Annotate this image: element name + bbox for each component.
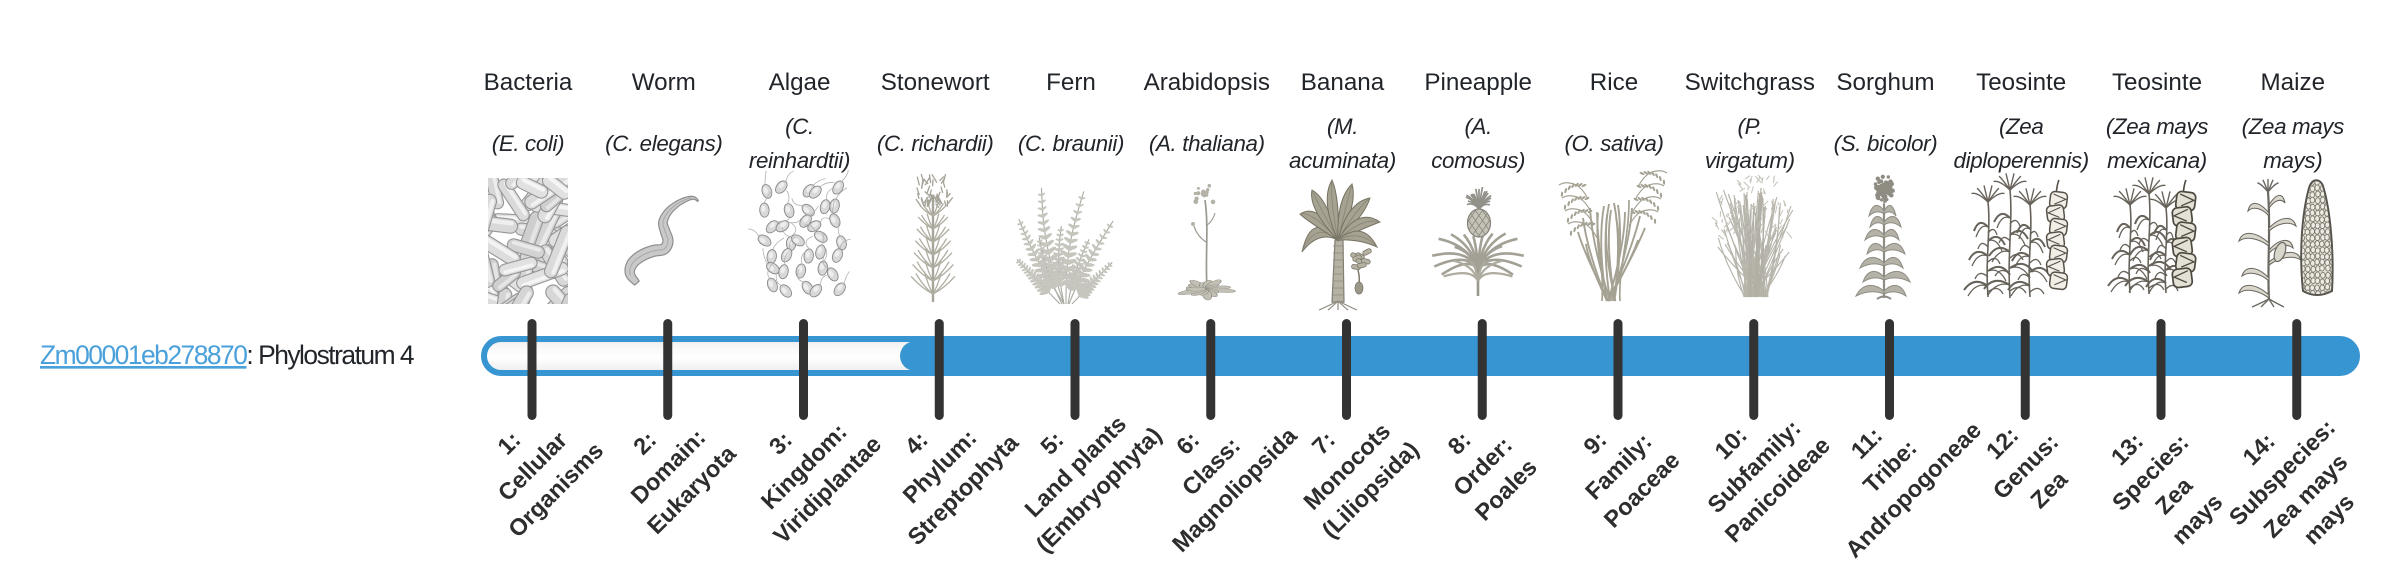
svg-text:(A. thaliana): (A. thaliana) <box>1149 131 1265 156</box>
svg-text:Rice: Rice <box>1590 69 1638 96</box>
svg-text:virgatum): virgatum) <box>1705 148 1795 173</box>
svg-text:(A.: (A. <box>1464 114 1491 139</box>
svg-text:Switchgrass: Switchgrass <box>1685 69 1815 96</box>
svg-text:(E. coli): (E. coli) <box>492 131 565 156</box>
svg-text:(P.: (P. <box>1737 114 1762 139</box>
svg-text:Teosinte: Teosinte <box>2112 69 2202 96</box>
svg-text:(O. sativa): (O. sativa) <box>1564 131 1663 156</box>
svg-text:Stonewort: Stonewort <box>881 69 990 96</box>
svg-text:(Zea mays: (Zea mays <box>2106 114 2208 139</box>
svg-text:(C. richardii): (C. richardii) <box>877 131 994 156</box>
svg-text:Worm: Worm <box>632 69 696 96</box>
svg-text:Maize: Maize <box>2261 69 2326 96</box>
svg-text:diploperennis): diploperennis) <box>1954 148 2089 173</box>
svg-text:(C. braunii): (C. braunii) <box>1018 131 1124 156</box>
svg-text:(M.: (M. <box>1327 114 1358 139</box>
svg-text:Bacteria: Bacteria <box>484 69 573 96</box>
svg-text:(C.: (C. <box>785 114 814 139</box>
svg-text:comosus): comosus) <box>1431 148 1525 173</box>
svg-text:reinhardtii): reinhardtii) <box>749 148 850 173</box>
svg-text:acuminata): acuminata) <box>1289 148 1396 173</box>
svg-text:Teosinte: Teosinte <box>1976 69 2066 96</box>
svg-text:(C. elegans): (C. elegans) <box>605 131 722 156</box>
svg-text:Algae: Algae <box>769 69 831 96</box>
svg-text:Zm00001eb278870: Phylostratum: Zm00001eb278870: Phylostratum 4 <box>40 340 414 370</box>
svg-text:Arabidopsis: Arabidopsis <box>1144 69 1270 96</box>
svg-text:(Zea: (Zea <box>1999 114 2044 139</box>
svg-text:(Zea mays: (Zea mays <box>2242 114 2344 139</box>
svg-text:Fern: Fern <box>1046 69 1096 96</box>
svg-text:(S. bicolor): (S. bicolor) <box>1834 131 1938 156</box>
svg-text:Sorghum: Sorghum <box>1836 69 1934 96</box>
svg-text:mexicana): mexicana) <box>2107 148 2207 173</box>
svg-text:mays): mays) <box>2263 148 2322 173</box>
svg-text:Banana: Banana <box>1301 69 1385 96</box>
svg-text:Pineapple: Pineapple <box>1424 69 1532 96</box>
